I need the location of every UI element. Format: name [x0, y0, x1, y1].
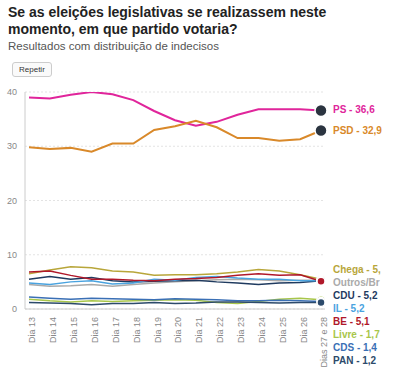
html-text:Repetir: Repetir — [19, 65, 45, 74]
svg-text:Dia 17: Dia 17 — [111, 317, 121, 343]
svg-text:Dia 24: Dia 24 — [257, 317, 267, 343]
svg-text:20: 20 — [7, 196, 17, 206]
svg-text:Dia 15: Dia 15 — [69, 317, 79, 343]
html-text:Se as eleições legislativas se: Se as eleições legislativas se realizass… — [8, 4, 327, 37]
svg-text:40: 40 — [7, 87, 17, 97]
html-text:CDU - 5,2: CDU - 5,2 — [333, 290, 378, 301]
svg-text:Dia 19: Dia 19 — [153, 317, 163, 343]
svg-text:Dia 26: Dia 26 — [299, 317, 309, 343]
svg-text:Dia 25: Dia 25 — [278, 317, 288, 343]
svg-text:10: 10 — [7, 250, 17, 260]
html-text:Outros/Br: Outros/Br — [333, 277, 380, 288]
html-text:PAN - 1,2: PAN - 1,2 — [333, 355, 377, 366]
html-text:CDS - 1,4: CDS - 1,4 — [333, 342, 377, 353]
svg-text:Dias 27 e 28: Dias 27 e 28 — [319, 317, 329, 368]
svg-text:Dia 14: Dia 14 — [48, 317, 58, 343]
html-text:IL - 5,2: IL - 5,2 — [333, 303, 365, 314]
svg-text:Dia 20: Dia 20 — [173, 317, 183, 343]
html-text:BE - 5,1: BE - 5,1 — [333, 316, 370, 327]
html-text:Resultados com distribuição de: Resultados com distribuição de indecisos — [8, 40, 219, 52]
svg-text:0: 0 — [12, 304, 17, 314]
html-text:Livre - 1,7: Livre - 1,7 — [333, 329, 380, 340]
svg-text:Dia 16: Dia 16 — [90, 317, 100, 343]
html-text:PSD - 32,9: PSD - 32,9 — [333, 124, 382, 136]
svg-text:Dia 21: Dia 21 — [194, 317, 204, 343]
svg-text:30: 30 — [7, 141, 17, 151]
html-text:Chega - 5,: Chega - 5, — [333, 264, 381, 275]
svg-text:Dia 13: Dia 13 — [27, 317, 37, 343]
svg-text:Dia 18: Dia 18 — [132, 317, 142, 343]
svg-text:Dia 23: Dia 23 — [236, 317, 246, 343]
svg-text:Dia 22: Dia 22 — [215, 317, 225, 343]
html-text:PS - 36,6: PS - 36,6 — [333, 104, 375, 116]
